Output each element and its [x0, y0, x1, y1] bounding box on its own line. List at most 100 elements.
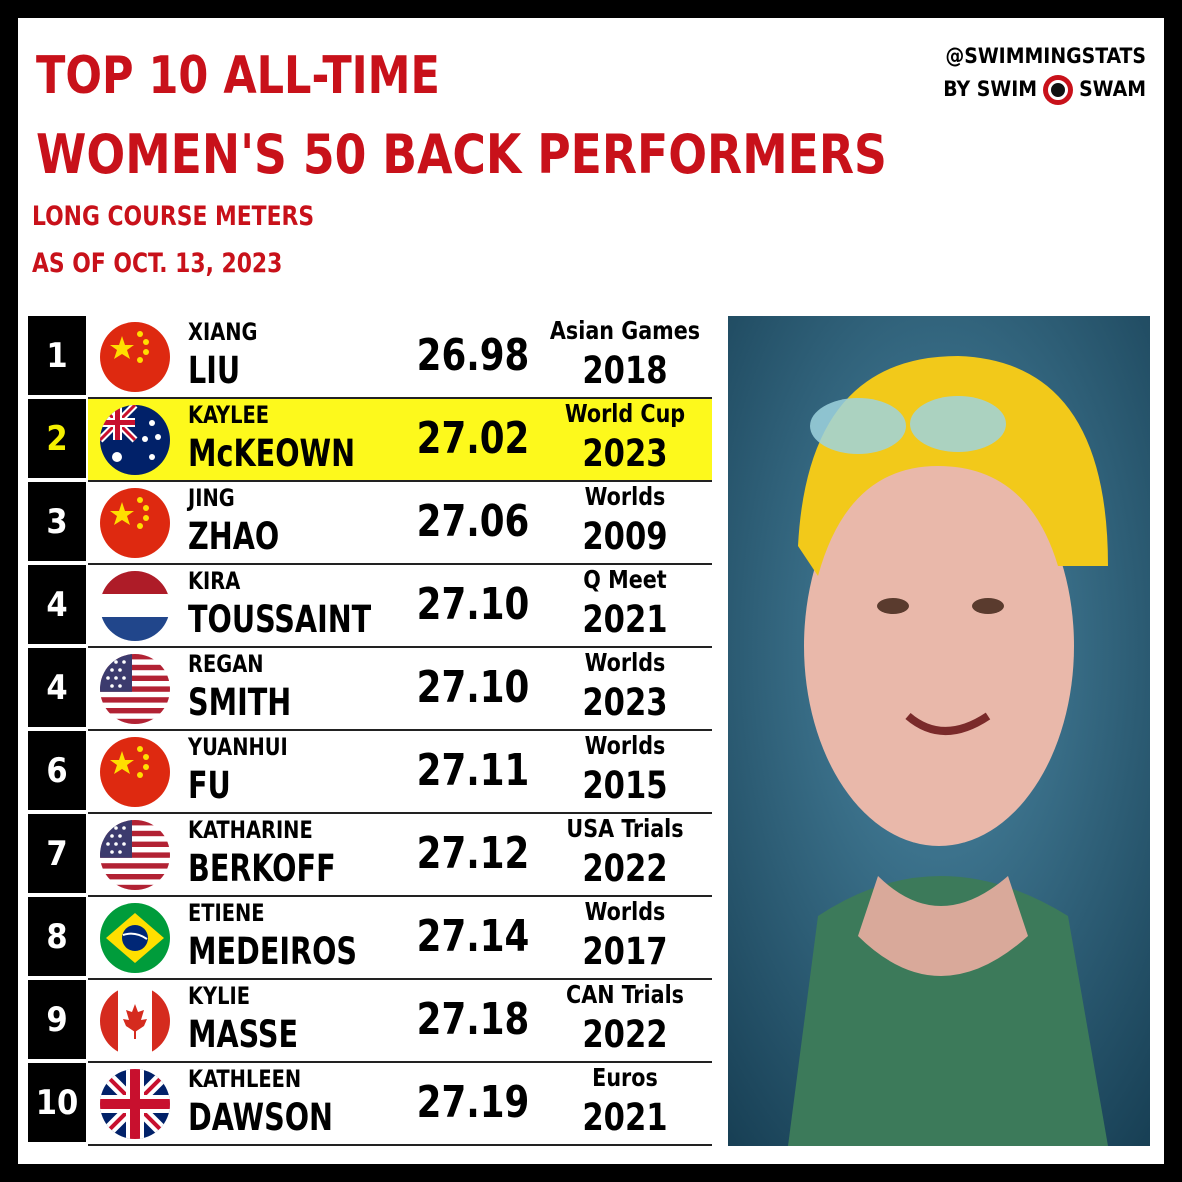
swim-time: 27.11: [416, 745, 530, 796]
row-body: ETIENE MEDEIROS 27.14 Worlds 2017: [88, 897, 712, 980]
first-name: KATHLEEN: [188, 1065, 302, 1093]
china-flag-icon: [100, 737, 170, 807]
uk-flag-icon: [100, 1069, 170, 1139]
china-flag-icon: [100, 322, 170, 392]
rank-number: 3: [28, 482, 86, 561]
swim-time: 27.12: [416, 828, 530, 879]
row-body: JING ZHAO 27.06 Worlds 2009: [88, 482, 712, 565]
last-name: SMITH: [188, 681, 292, 724]
brazil-flag-icon: [100, 903, 170, 973]
meet-name: Worlds: [584, 897, 666, 926]
swim-time: 27.10: [416, 662, 530, 713]
first-name: ETIENE: [188, 899, 265, 927]
table-row: 7 KATHARINE BERKOFF 27.12 USA Trials 2022: [28, 814, 712, 897]
first-name: KYLIE: [188, 982, 251, 1010]
rank-number: 4: [28, 565, 86, 644]
meet-year: 2023: [582, 681, 668, 724]
title-line-2: WOMEN'S 50 BACK PERFORMERS: [36, 123, 887, 186]
meet-name: Worlds: [584, 731, 666, 760]
swimswam-logo-icon: [1043, 74, 1074, 105]
subtitle-course: LONG COURSE METERS: [32, 201, 315, 232]
meet-year: 2023: [582, 432, 668, 475]
brand-block: @SWIMMINGSTATS BY SWIM SWAM: [943, 40, 1146, 106]
table-row: 10 KATHLEEN DAWSON 27.19 Euros 2021: [28, 1063, 712, 1146]
swim-time: 26.98: [416, 330, 530, 381]
table-row: 4 KIRA TOUSSAINT 27.10 Q Meet 2021: [28, 565, 712, 648]
first-name: KIRA: [188, 567, 241, 595]
table-row: 1 XIANG LIU 26.98 Asian Games 2018: [28, 316, 712, 399]
meet-year: 2021: [582, 598, 668, 641]
row-body: KAYLEE McKEOWN 27.02 World Cup 2023: [88, 397, 712, 482]
table-row: 3 JING ZHAO 27.06 Worlds 2009: [28, 482, 712, 565]
table-row: 2 KAYLEE McKEOWN 27.02 World Cup 2023: [28, 397, 712, 482]
first-name: JING: [188, 484, 235, 512]
first-name: KATHARINE: [188, 816, 313, 844]
meet-year: 2009: [582, 515, 668, 558]
last-name: BERKOFF: [188, 847, 336, 890]
last-name: MEDEIROS: [188, 930, 358, 973]
meet-year: 2022: [582, 1013, 668, 1056]
last-name: MASSE: [188, 1013, 299, 1056]
table-row: 9 KYLIE MASSE 27.18 CAN Trials 2022: [28, 980, 712, 1063]
rank-number: 9: [28, 980, 86, 1059]
last-name: LIU: [188, 349, 241, 392]
title-line-1: TOP 10 ALL-TIME: [36, 46, 440, 106]
swim-time: 27.10: [416, 579, 530, 630]
last-name: DAWSON: [188, 1096, 334, 1139]
table-row: 8 ETIENE MEDEIROS 27.14 Worlds 2017: [28, 897, 712, 980]
meet-year: 2015: [582, 764, 668, 807]
row-body: KATHLEEN DAWSON 27.19 Euros 2021: [88, 1063, 712, 1146]
subtitle-date: AS OF OCT. 13, 2023: [32, 248, 283, 279]
first-name: YUANHUI: [188, 733, 288, 761]
meet-name: CAN Trials: [566, 980, 684, 1009]
meet-name: Asian Games: [549, 316, 701, 345]
swim-time: 27.19: [416, 1077, 530, 1128]
last-name: McKEOWN: [188, 432, 356, 475]
meet-year: 2017: [582, 930, 668, 973]
last-name: ZHAO: [188, 515, 280, 558]
swim-time: 27.06: [416, 496, 530, 547]
last-name: FU: [188, 764, 231, 807]
row-body: KATHARINE BERKOFF 27.12 USA Trials 2022: [88, 814, 712, 897]
rank-number: 7: [28, 814, 86, 893]
china-flag-icon: [100, 488, 170, 558]
row-body: REGAN SMITH 27.10 Worlds 2023: [88, 648, 712, 731]
rank-number: 10: [28, 1063, 86, 1142]
meet-year: 2021: [582, 1096, 668, 1139]
meet-name: Worlds: [584, 482, 666, 511]
last-name: TOUSSAINT: [188, 598, 372, 641]
swimmer-photo: [728, 316, 1150, 1146]
usa-flag-icon: [100, 654, 170, 724]
row-body: XIANG LIU 26.98 Asian Games 2018: [88, 316, 712, 399]
meet-name: World Cup: [564, 399, 686, 428]
usa-flag-icon: [100, 820, 170, 890]
netherlands-flag-icon: [100, 571, 170, 641]
row-body: KYLIE MASSE 27.18 CAN Trials 2022: [88, 980, 712, 1063]
rank-number: 1: [28, 316, 86, 395]
row-body: YUANHUI FU 27.11 Worlds 2015: [88, 731, 712, 814]
rank-number: 6: [28, 731, 86, 810]
brand-by-swim: BY SWIM: [943, 77, 1038, 101]
meet-name: Worlds: [584, 648, 666, 677]
brand-swam: SWAM: [1079, 77, 1146, 101]
first-name: XIANG: [188, 318, 258, 346]
rank-number: 4: [28, 648, 86, 727]
swim-time: 27.18: [416, 994, 530, 1045]
rank-number: 2: [28, 399, 86, 478]
brand-handle: @SWIMMINGSTATS: [945, 44, 1146, 68]
first-name: REGAN: [188, 650, 264, 678]
rank-number: 8: [28, 897, 86, 976]
swim-time: 27.14: [416, 911, 530, 962]
swim-time: 27.02: [416, 413, 530, 464]
row-body: KIRA TOUSSAINT 27.10 Q Meet 2021: [88, 565, 712, 648]
meet-name: Q Meet: [583, 565, 667, 594]
meet-name: Euros: [592, 1063, 658, 1092]
meet-year: 2022: [582, 847, 668, 890]
meet-name: USA Trials: [566, 814, 684, 843]
canada-flag-icon: [100, 986, 170, 1056]
table-row: 4 REGAN SMITH 27.10 Worlds 2023: [28, 648, 712, 731]
meet-year: 2018: [582, 349, 668, 392]
australia-flag-icon: [100, 405, 170, 475]
infographic-card: TOP 10 ALL-TIME WOMEN'S 50 BACK PERFORME…: [18, 18, 1164, 1164]
table-row: 6 YUANHUI FU 27.11 Worlds 2015: [28, 731, 712, 814]
